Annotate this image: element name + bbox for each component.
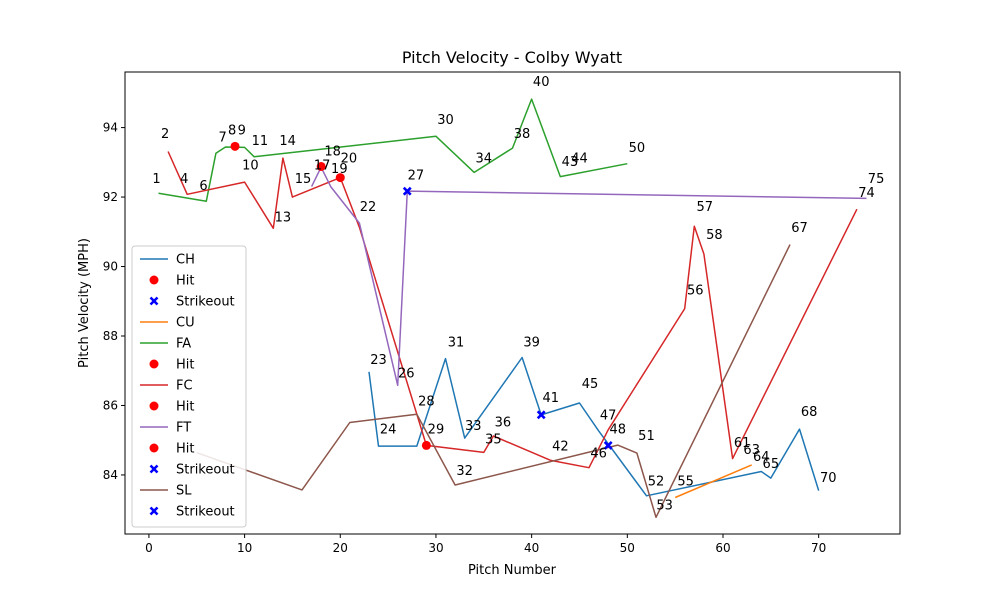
legend-swatch-dot [150,444,159,453]
pitch-number-label: 42 [552,440,569,455]
pitch-number-label: 22 [360,200,377,215]
x-tick-label: 60 [715,541,730,555]
pitch-number-label: 70 [820,471,837,486]
pitch-number-label: 34 [476,151,493,166]
x-tick-label: 50 [620,541,635,555]
pitch-number-label: 44 [571,151,588,166]
pitch-number-label: 13 [275,210,292,225]
y-tick-label: 86 [103,398,118,412]
pitch-number-label: 50 [629,141,646,156]
legend-label: Hit [176,358,194,373]
hit-marker [231,142,240,151]
point-label-layer: 124 67 8 9101113141517181920222324262728293… [152,75,884,514]
x-tick-label: 40 [524,541,539,555]
legend-swatch-dot [150,402,159,411]
pitch-number-label: 41 [542,391,559,406]
pitch-number-label: 8 [228,124,236,139]
pitch-number-label: 14 [279,134,296,149]
y-tick-label: 90 [103,260,118,274]
pitch-number-label: 7 [218,131,226,146]
pitch-number-label: 35 [485,433,502,448]
legend-label: Strikeout [176,295,235,310]
pitch-number-label: 39 [523,335,540,350]
x-tick-label: 20 [333,541,348,555]
pitch-number-label: 36 [495,415,512,430]
legend-label: Hit [176,400,194,415]
pitch-number-label: 20 [341,151,358,166]
pitch-number-label: 67 [791,221,808,236]
legend-label: FC [176,379,193,394]
legend-swatch-dot [150,276,159,285]
pitch-number-label: 2 [161,127,169,142]
series-line-ft [312,167,867,385]
pitch-number-label: 15 [295,172,312,187]
pitch-number-label: 30 [437,113,454,128]
pitch-number-label: 53 [656,499,673,514]
pitch-number-label: 65 [763,457,780,472]
pitch-number-label: 27 [408,169,425,184]
chart-title: Pitch Velocity - Colby Wyatt [402,48,622,67]
legend-label: Strikeout [176,505,235,520]
x-tick-label: 70 [811,541,826,555]
pitch-number-label: 58 [706,228,723,243]
legend: CH Hit Strikeout CU FA Hit FC Hit FT Hit Strikeout… [132,246,246,527]
pitch-number-label: 1 [152,172,160,187]
legend-label: CU [176,316,195,331]
legend-label: Hit [176,442,194,457]
pitch-number-label: 4 [180,172,188,187]
pitch-number-label: 28 [418,395,435,410]
pitch-number-label: 51 [638,429,655,444]
legend-label: SL [176,484,192,499]
y-tick-label: 92 [103,190,118,204]
pitch-number-label: 24 [380,422,397,437]
legend-label: FA [176,337,191,352]
pitch-number-label: 23 [370,353,387,368]
pitch-number-label: 52 [648,474,665,489]
pitch-number-label: 6 [199,179,207,194]
legend-label: CH [176,253,195,268]
pitch-number-label: 33 [465,419,482,434]
legend-swatch-dot [150,360,159,369]
x-tick-label: 10 [237,541,252,555]
pitch-number-label: 11 [252,134,269,149]
pitch-number-label: 56 [687,283,704,298]
y-tick-label: 88 [103,329,118,343]
y-axis-label: Pitch Velocity (MPH) [77,238,92,368]
pitch-number-label: 29 [428,422,445,437]
pitch-number-label: 31 [448,335,465,350]
hit-marker [422,441,431,450]
legend-label: FT [176,421,191,436]
pitch-number-label: 9 [238,124,246,139]
pitch-number-label: 48 [609,422,626,437]
y-tick-label: 84 [103,468,118,482]
pitch-number-label: 38 [514,127,531,142]
x-tick-label: 0 [145,541,153,555]
legend-label: Hit [176,274,194,289]
pitch-number-label: 47 [600,408,617,423]
pitch-number-label: 32 [456,464,473,479]
pitch-number-label: 74 [858,186,875,201]
pitch-number-label: 68 [801,405,818,420]
series-line-fc [168,152,857,468]
pitch-number-label: 57 [697,200,714,215]
pitch-number-label: 46 [590,447,607,462]
y-axis-ticks: 84 86 88 90 92 94 [103,121,125,482]
legend-label: Strikeout [176,463,235,478]
pitch-number-label: 55 [677,474,694,489]
x-axis-ticks: 0 10 20 30 40 50 60 70 [145,534,826,555]
pitch-number-label: 75 [868,172,885,187]
pitch-number-label: 10 [242,158,259,173]
pitch-number-label: 17 [314,158,331,173]
x-axis-label: Pitch Number [468,563,557,578]
y-tick-label: 94 [103,121,118,135]
pitch-number-label: 40 [533,75,550,90]
pitch-number-label: 45 [582,377,599,392]
x-tick-label: 30 [428,541,443,555]
pitch-number-label: 26 [398,367,415,382]
pitch-number-label: 18 [324,144,341,159]
